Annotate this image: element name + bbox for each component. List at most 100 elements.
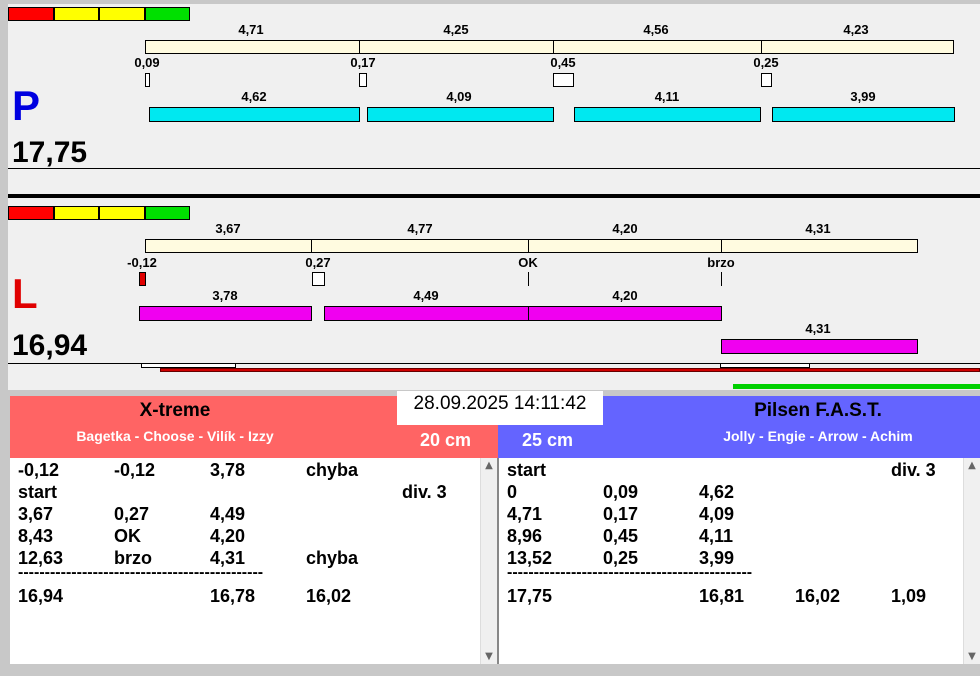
l-total-time: 16,94: [12, 329, 88, 362]
l-dog-time-label: 4,20: [612, 288, 638, 303]
l-exchange-label: 0,27: [305, 255, 331, 270]
result-row-cell: 4,62: [699, 482, 735, 502]
result-row-cell: chyba: [306, 460, 359, 480]
p-exchange-marker: [359, 73, 367, 87]
right-scrollbar[interactable]: ▲ ▼: [963, 458, 980, 664]
p-exchange-label: 0,45: [550, 55, 576, 70]
result-row-cell: 4,71: [507, 504, 543, 524]
l-exchange-label: OK: [518, 255, 538, 270]
panel-divider: [497, 458, 499, 664]
l-baseline: [8, 363, 980, 364]
result-row-cell: 4,11: [699, 526, 734, 546]
right-results-panel[interactable]: start div. 3 0 0,09 4,62 4,71 0,17 4,09 8,96 0,45…: [499, 458, 980, 664]
l-split-tick: [528, 239, 529, 253]
progress-outline: [141, 363, 236, 368]
l-split-tick: [311, 239, 312, 253]
l-exchange-marker: [312, 272, 325, 286]
l-exchange-tick: [528, 272, 529, 286]
l-top-label: 4,20: [612, 221, 638, 236]
traffic-light-p: [8, 7, 190, 25]
l-exchange-label: -0,12: [127, 255, 157, 270]
p-exchange-marker: [553, 73, 574, 87]
p-dog-bar: [772, 107, 955, 122]
p-top-label: 4,71: [238, 22, 264, 37]
l-dog-bar: [139, 306, 312, 321]
l-top-label: 4,77: [407, 221, 433, 236]
result-row-cell: 8,43: [18, 526, 54, 546]
p-top-label: 4,25: [443, 22, 469, 37]
p-top-label: 4,23: [843, 22, 869, 37]
p-exchange-marker: [145, 73, 150, 87]
p-exchange-label: 0,17: [350, 55, 376, 70]
result-row-cell: 4,31: [210, 548, 246, 568]
result-row-cell: 4,20: [210, 526, 246, 546]
result-row-cell: div. 3: [891, 460, 936, 480]
result-row-cell: 0,27: [114, 504, 150, 524]
result-row-cell: brzo: [114, 548, 152, 568]
left-scrollbar[interactable]: ▲ ▼: [480, 458, 497, 664]
result-row-cell: 3,67: [18, 504, 54, 524]
result-row-cell: 3,99: [699, 548, 735, 568]
result-row-cell: start: [507, 460, 547, 480]
lane-separator: [8, 194, 980, 198]
result-row-cell: 3,78: [210, 460, 246, 480]
l-rerun-bar: [721, 339, 918, 354]
p-total-time: 17,75: [12, 136, 88, 169]
l-extra-label: 4,31: [805, 321, 831, 336]
result-row-cell: 0,25: [603, 548, 639, 568]
p-dog-bar: [574, 107, 761, 122]
p-split-tick: [553, 40, 554, 54]
result-row-cell: start: [18, 482, 58, 502]
result-total-cell: 16,81: [699, 586, 745, 606]
scroll-up-icon[interactable]: ▲: [968, 460, 976, 471]
scroll-up-icon[interactable]: ▲: [485, 460, 493, 471]
p-split-tick: [359, 40, 360, 54]
result-total-cell: 16,78: [210, 586, 256, 606]
right-team-distance: 25 cm: [522, 430, 574, 450]
progress-green-bar: [733, 384, 980, 389]
p-top-label: 4,56: [643, 22, 669, 37]
p-dog-bar: [367, 107, 554, 122]
result-total-cell: 1,09: [891, 586, 927, 606]
result-row-cell: 12,63: [18, 548, 64, 568]
l-exchange-label: brzo: [707, 255, 735, 270]
left-team-distance: 20 cm: [420, 430, 472, 450]
l-dog-bar: [528, 306, 722, 321]
result-separator: ----------------------------------------…: [507, 564, 753, 581]
result-total-cell: 17,75: [507, 586, 553, 606]
result-row-cell: 13,52: [507, 548, 553, 568]
result-row-cell: 0,17: [603, 504, 639, 524]
lane-p: 4,71 4,25 4,56 4,23 0,09 0,17 0,45 0,25 …: [8, 4, 980, 194]
p-dog-time-label: 4,62: [241, 89, 267, 104]
lane-letter-p: P: [12, 82, 41, 129]
l-dog-bar: [324, 306, 529, 321]
right-team-dogs: Jolly - Engie - Arrow - Achim: [723, 428, 913, 444]
p-dog-time-label: 4,09: [446, 89, 472, 104]
left-team-dogs: Bagetka - Choose - Vilík - Izzy: [76, 428, 274, 444]
p-dog-time-label: 4,11: [654, 89, 680, 104]
progress-red-bar: [160, 368, 980, 372]
result-row-cell: 4,49: [210, 504, 246, 524]
result-row-cell: 8,96: [507, 526, 543, 546]
result-row-cell: 0: [507, 482, 518, 502]
l-exchange-tick: [721, 272, 722, 286]
result-row-cell: div. 3: [402, 482, 447, 502]
left-results-panel[interactable]: -0,12 -0,12 3,78 chyba start div. 3 3,67 0,27 4,…: [10, 458, 497, 664]
p-exchange-label: 0,25: [753, 55, 779, 70]
l-split-tick: [721, 239, 722, 253]
result-row-cell: -0,12: [18, 460, 60, 480]
l-exchange-marker-fault: [139, 272, 146, 286]
scroll-down-icon[interactable]: ▼: [968, 651, 976, 662]
result-row-cell: 4,09: [699, 504, 735, 524]
l-top-label: 4,31: [805, 221, 831, 236]
result-row-cell: chyba: [306, 548, 359, 568]
result-row-cell: 0,45: [603, 526, 639, 546]
l-dog-time-label: 4,49: [413, 288, 439, 303]
p-dog-time-label: 3,99: [850, 89, 876, 104]
lane-l: 3,67 4,77 4,20 4,31 -0,12 0,27 OK brzo L…: [8, 198, 980, 390]
l-dog-time-label: 3,78: [212, 288, 238, 303]
right-team-name: Pilsen F.A.S.T.: [754, 400, 882, 421]
datetime-display: 28.09.2025 14:11:42: [397, 391, 603, 425]
scroll-down-icon[interactable]: ▼: [485, 651, 493, 662]
p-exchange-label: 0,09: [134, 55, 160, 70]
